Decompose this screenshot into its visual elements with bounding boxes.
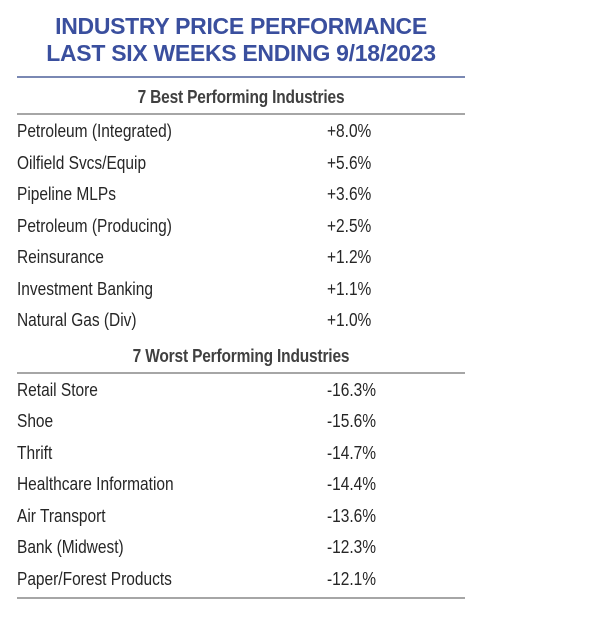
table-row: Natural Gas (Div) +1.0% [17,304,465,336]
table-row: Investment Banking +1.1% [17,273,465,305]
price-change: +8.0% [327,121,372,141]
price-change: -16.3% [327,379,377,400]
price-change: +3.6% [327,184,372,204]
table-row: Air Transport -13.6% [17,500,465,532]
table-row: Petroleum (Producing) +2.5% [17,210,465,242]
table-row: Petroleum (Integrated) +8.0% [17,115,465,147]
industry-name: Petroleum (Producing) [17,215,172,236]
best-rows: Petroleum (Integrated) +8.0% Oilfield Svcs… [17,115,465,336]
industry-name: Healthcare Information [17,474,174,494]
worst-section-divider [17,371,465,374]
industry-name: Shoe [17,411,54,431]
best-section-heading: 7 Best Performing Industries [137,87,345,107]
industry-name: Oilfield Svcs/Equip [17,152,147,173]
title-line-1: INDUSTRY PRICE PERFORMANCE [55,13,427,39]
price-change: -12.1% [327,568,377,589]
industry-name: Pipeline MLPs [17,184,116,204]
worst-section-heading: 7 Worst Performing Industries [132,345,350,366]
table-row: Oilfield Svcs/Equip +5.6% [17,147,465,179]
industry-name: Bank (Midwest) [17,537,124,557]
page-title: INDUSTRY PRICE PERFORMANCE LAST SIX WEEK… [17,13,465,67]
price-change: -15.6% [327,411,377,431]
industry-name: Paper/Forest Products [17,568,172,589]
table-row: Pipeline MLPs +3.6% [17,178,465,210]
price-change: +5.6% [327,152,372,173]
title-divider [17,76,465,78]
price-change: -13.6% [327,505,377,526]
industry-name: Petroleum (Integrated) [17,121,172,141]
price-change: +1.0% [327,310,372,330]
industry-name: Natural Gas (Div) [17,310,137,330]
table-row: Thrift -14.7% [17,437,465,469]
title-line-2: LAST SIX WEEKS ENDING 9/18/2023 [46,40,436,66]
industry-name: Retail Store [17,379,98,400]
table-bottom-divider [17,597,465,599]
best-section-divider [17,113,465,115]
industry-performance-table: INDUSTRY PRICE PERFORMANCE LAST SIX WEEK… [17,0,465,599]
table-row: Healthcare Information -14.4% [17,468,465,500]
price-change: -14.4% [327,474,377,494]
table-row: Shoe -15.6% [17,405,465,437]
table-row: Paper/Forest Products -12.1% [17,563,465,595]
table-row: Bank (Midwest) -12.3% [17,531,465,563]
table-row: Reinsurance +1.2% [17,241,465,273]
industry-name: Thrift [17,442,53,463]
price-change: +1.2% [327,247,372,267]
worst-rows: Retail Store -16.3% Shoe -15.6% Thrift -14.7%… [17,374,465,595]
price-change: -12.3% [327,537,377,557]
table-row: Retail Store -16.3% [17,374,465,406]
price-change: +2.5% [327,215,372,236]
price-change: -14.7% [327,442,377,463]
price-change: +1.1% [327,278,372,299]
industry-name: Reinsurance [17,247,104,267]
industry-name: Investment Banking [17,278,153,299]
industry-name: Air Transport [17,505,106,526]
